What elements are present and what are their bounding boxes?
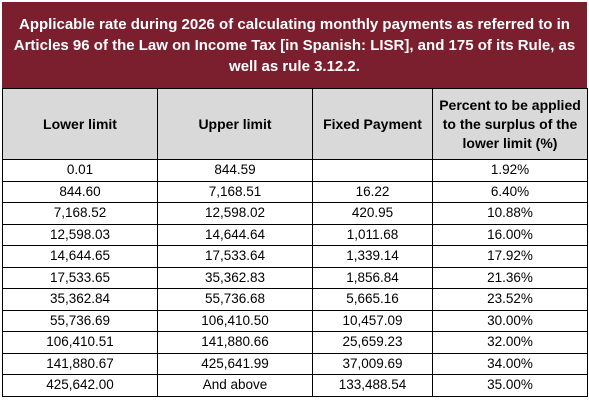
cell-lower-limit: 35,362.84 <box>2 288 158 311</box>
cell-percent: 32.00% <box>432 331 588 354</box>
cell-upper-limit: 55,736.68 <box>157 288 313 311</box>
cell-fixed-payment: 1,011.68 <box>312 223 433 246</box>
cell-fixed-payment: 10,457.09 <box>312 309 433 332</box>
cell-fixed-payment: 420.95 <box>312 202 433 225</box>
cell-fixed-payment <box>312 159 433 182</box>
cell-lower-limit: 844.60 <box>2 180 158 203</box>
cell-lower-limit: 7,168.52 <box>2 202 158 225</box>
cell-lower-limit: 17,533.65 <box>2 266 158 289</box>
cell-upper-limit: 106,410.50 <box>157 309 313 332</box>
cell-lower-limit: 14,644.65 <box>2 245 158 268</box>
table-row: 7,168.52 12,598.02 420.95 10.88% <box>2 202 588 225</box>
table-row: 141,880.67 425,641.99 37,009.69 34.00% <box>2 352 588 375</box>
cell-lower-limit: 0.01 <box>2 159 158 182</box>
cell-upper-limit: 844.59 <box>157 159 313 182</box>
cell-lower-limit: 106,410.51 <box>2 331 158 354</box>
header-percent: Percent to be applied to the surplus of … <box>432 88 588 160</box>
cell-percent: 16.00% <box>432 223 588 246</box>
cell-percent: 17.92% <box>432 245 588 268</box>
cell-upper-limit: And above <box>157 374 313 397</box>
cell-lower-limit: 55,736.69 <box>2 309 158 332</box>
cell-percent: 34.00% <box>432 352 588 375</box>
table-row: 55,736.69 106,410.50 10,457.09 30.00% <box>2 309 588 332</box>
table-row: 12,598.03 14,644.64 1,011.68 16.00% <box>2 223 588 246</box>
cell-percent: 30.00% <box>432 309 588 332</box>
cell-fixed-payment: 16.22 <box>312 180 433 203</box>
cell-percent: 6.40% <box>432 180 588 203</box>
cell-fixed-payment: 5,665.16 <box>312 288 433 311</box>
cell-lower-limit: 141,880.67 <box>2 352 158 375</box>
table-row: 14,644.65 17,533.64 1,339.14 17.92% <box>2 245 588 268</box>
cell-percent: 10.88% <box>432 202 588 225</box>
cell-upper-limit: 14,644.64 <box>157 223 313 246</box>
cell-upper-limit: 425,641.99 <box>157 352 313 375</box>
table-row: 35,362.84 55,736.68 5,665.16 23.52% <box>2 288 588 311</box>
cell-percent: 35.00% <box>432 374 588 397</box>
header-fixed-payment: Fixed Payment <box>312 88 433 160</box>
header-upper-limit: Upper limit <box>157 88 313 160</box>
header-lower-limit: Lower limit <box>2 88 158 160</box>
cell-fixed-payment: 1,856.84 <box>312 266 433 289</box>
table-title: Applicable rate during 2026 of calculati… <box>2 2 587 88</box>
cell-upper-limit: 141,880.66 <box>157 331 313 354</box>
table-row: 844.60 7,168.51 16.22 6.40% <box>2 180 588 203</box>
cell-lower-limit: 12,598.03 <box>2 223 158 246</box>
cell-percent: 21.36% <box>432 266 588 289</box>
table-row: 425,642.00 And above 133,488.54 35.00% <box>2 374 588 397</box>
cell-upper-limit: 7,168.51 <box>157 180 313 203</box>
table-body: 0.01 844.59 1.92% 844.60 7,168.51 16.22 6.40% 7… <box>2 159 588 397</box>
cell-fixed-payment: 37,009.69 <box>312 352 433 375</box>
table-row: 17,533.65 35,362.83 1,856.84 21.36% <box>2 266 588 289</box>
table-row: 0.01 844.59 1.92% <box>2 159 588 182</box>
table-row: 106,410.51 141,880.66 25,659.23 32.00% <box>2 331 588 354</box>
rate-table: Lower limit Upper limit Fixed Payment Pe… <box>2 88 588 397</box>
cell-percent: 23.52% <box>432 288 588 311</box>
table-header-row: Lower limit Upper limit Fixed Payment Pe… <box>2 88 588 160</box>
cell-upper-limit: 17,533.64 <box>157 245 313 268</box>
cell-lower-limit: 425,642.00 <box>2 374 158 397</box>
cell-upper-limit: 35,362.83 <box>157 266 313 289</box>
cell-percent: 1.92% <box>432 159 588 182</box>
cell-fixed-payment: 1,339.14 <box>312 245 433 268</box>
cell-upper-limit: 12,598.02 <box>157 202 313 225</box>
cell-fixed-payment: 25,659.23 <box>312 331 433 354</box>
cell-fixed-payment: 133,488.54 <box>312 374 433 397</box>
